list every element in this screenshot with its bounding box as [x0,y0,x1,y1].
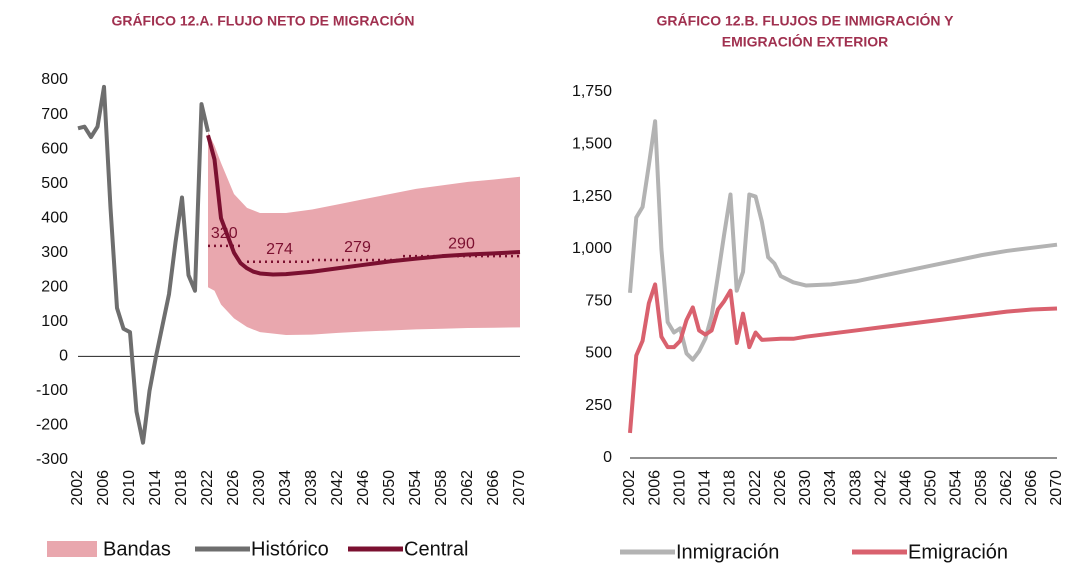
x-tick-label: 2010 [671,470,688,506]
x-tick-label: 2006 [95,470,112,506]
y-tick-label: 300 [41,244,68,261]
x-tick-label: 2034 [822,470,839,506]
x-tick-label: 2038 [303,470,320,506]
x-tick-label: 2030 [251,470,268,506]
legend-label: Emigración [908,541,1008,563]
reference-label: 320 [211,225,238,242]
x-tick-label: 2002 [69,470,86,506]
x-tick-label: 2070 [1048,470,1065,506]
legend-label: Inmigración [676,541,779,563]
y-tick-label: 1,000 [572,240,612,257]
reference-label: 274 [266,241,293,258]
y-tick-label: 1,750 [572,83,612,100]
x-tick-label: 2042 [872,470,889,506]
y-tick-label: 200 [41,278,68,295]
x-tick-label: 2002 [621,470,638,506]
legend-swatch [47,541,97,557]
y-tick-label: 0 [59,348,68,365]
x-tick-label: 2030 [797,470,814,506]
y-tick-label: 500 [585,345,612,362]
y-tick-label: 1,250 [572,188,612,205]
x-tick-label: 2006 [646,470,663,506]
legend-label: Bandas [103,538,171,560]
y-tick-label: 500 [41,175,68,192]
x-tick-label: 2022 [199,470,216,506]
x-tick-label: 2010 [121,470,138,506]
x-tick-label: 2066 [485,470,502,506]
x-tick-label: 2050 [381,470,398,506]
reference-label: 290 [448,235,475,252]
y-tick-label: 100 [41,313,68,330]
x-tick-label: 2058 [433,470,450,506]
y-tick-label: 1,500 [572,136,612,153]
y-tick-label: 250 [585,397,612,414]
x-tick-label: 2050 [923,470,940,506]
x-tick-label: 2022 [747,470,764,506]
x-tick-label: 2070 [511,470,528,506]
x-tick-label: 2038 [847,470,864,506]
x-tick-label: 2042 [329,470,346,506]
x-tick-label: 2014 [697,470,714,506]
band-area [208,131,520,335]
x-tick-label: 2046 [355,470,372,506]
x-tick-label: 2066 [1023,470,1040,506]
x-tick-label: 2062 [459,470,476,506]
y-tick-label: 0 [603,449,612,466]
y-tick-label: 750 [585,292,612,309]
y-tick-label: -100 [36,382,68,399]
series-line [628,282,1058,434]
x-tick-label: 2014 [147,470,164,506]
x-tick-label: 2062 [998,470,1015,506]
x-tick-label: 2034 [277,470,294,506]
y-tick-label: -200 [36,417,68,434]
chart-title: EMIGRACIÓN EXTERIOR [722,33,888,50]
chart-title: GRÁFICO 12.A. FLUJO NETO DE MIGRACIÓN [111,12,414,29]
y-tick-label: 600 [41,140,68,157]
y-tick-label: 800 [41,71,68,88]
y-tick-label: -300 [36,451,68,468]
x-tick-label: 2054 [948,470,965,506]
legend-label: Histórico [251,538,329,560]
series-line [206,134,521,277]
legend-label: Central [404,538,468,560]
x-tick-label: 2058 [973,470,990,506]
x-tick-label: 2026 [772,470,789,506]
series-line [77,84,210,445]
x-tick-label: 2018 [722,470,739,506]
series-line [628,119,1058,362]
chart-title: GRÁFICO 12.B. FLUJOS DE INMIGRACIÓN Y [657,12,955,29]
x-tick-label: 2046 [898,470,915,506]
y-tick-label: 400 [41,209,68,226]
y-tick-label: 700 [41,106,68,123]
x-tick-label: 2026 [225,470,242,506]
x-tick-label: 2018 [173,470,190,506]
reference-label: 279 [344,239,371,256]
x-tick-label: 2054 [407,470,424,506]
